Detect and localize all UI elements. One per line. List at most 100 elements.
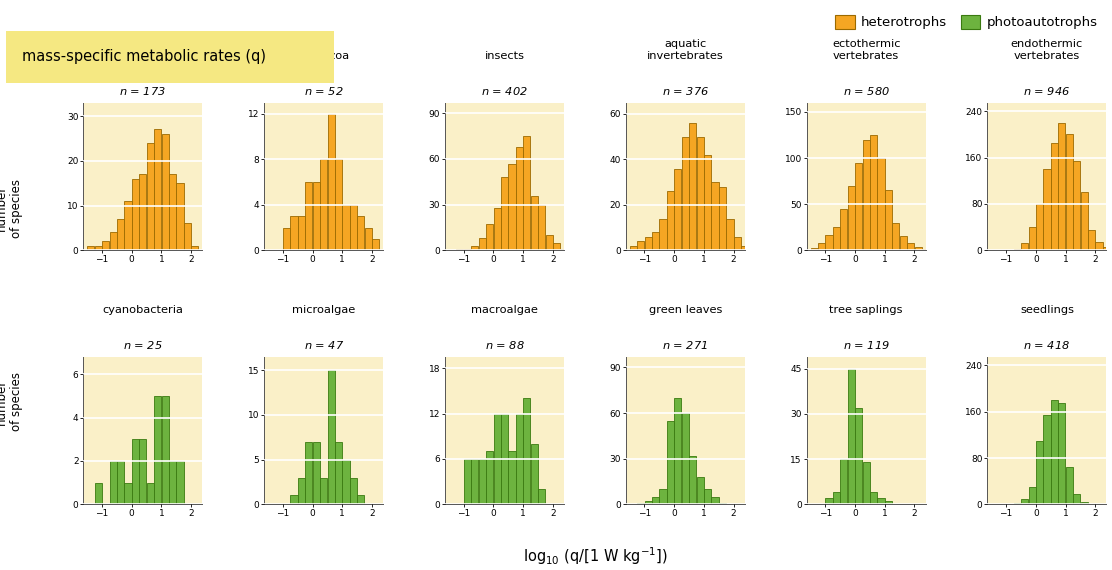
Bar [530, 196, 538, 250]
Bar [125, 201, 131, 250]
Bar [825, 235, 833, 250]
Text: $n$ = 52: $n$ = 52 [304, 85, 344, 97]
Bar [742, 246, 748, 250]
Bar [357, 495, 365, 504]
Bar [885, 190, 892, 250]
Text: $n$ = 47: $n$ = 47 [304, 339, 344, 351]
Text: $n$ = 946: $n$ = 946 [1023, 85, 1071, 97]
Bar [870, 492, 877, 504]
Bar [841, 209, 847, 250]
Text: $n$ = 580: $n$ = 580 [843, 85, 890, 97]
Text: ectothermic
vertebrates: ectothermic vertebrates [832, 39, 901, 61]
Bar [508, 164, 516, 250]
Bar [1081, 502, 1088, 504]
Bar [689, 123, 696, 250]
Bar [524, 136, 530, 250]
Bar [357, 216, 365, 250]
Bar [726, 218, 734, 250]
Bar [1103, 247, 1110, 250]
Bar [335, 442, 342, 504]
Legend: heterotrophs, photoautotrophs: heterotrophs, photoautotrophs [830, 10, 1103, 35]
Bar [1081, 193, 1088, 250]
Bar [161, 134, 169, 250]
Bar [546, 235, 553, 250]
Bar [1073, 494, 1080, 504]
Bar [95, 246, 102, 250]
Bar [87, 246, 95, 250]
Text: aquatic
invertebrates: aquatic invertebrates [647, 39, 724, 61]
Text: log$_{10}$ (q/[1 W kg$^{-1}$]): log$_{10}$ (q/[1 W kg$^{-1}$]) [523, 545, 667, 567]
Bar [712, 182, 718, 250]
Bar [863, 140, 870, 250]
Bar [1065, 467, 1073, 504]
Bar [560, 249, 567, 250]
Bar [1095, 242, 1103, 250]
Bar [907, 243, 914, 250]
Bar [1036, 204, 1043, 250]
Bar [282, 227, 290, 250]
Bar [674, 169, 682, 250]
Bar [183, 223, 191, 250]
Bar [553, 243, 560, 250]
Text: insects: insects [485, 51, 525, 61]
Bar [1051, 400, 1058, 504]
Bar [847, 369, 855, 504]
Bar [155, 129, 161, 250]
Bar [1065, 135, 1073, 250]
Bar [811, 247, 817, 250]
Bar [530, 444, 538, 504]
Bar [494, 207, 500, 250]
Text: $n$ = 25: $n$ = 25 [123, 339, 162, 351]
Bar [312, 442, 320, 504]
Bar [342, 459, 349, 504]
Bar [1014, 503, 1021, 504]
Bar [290, 216, 298, 250]
Bar [719, 503, 726, 504]
Text: endothermic
vertebrates: endothermic vertebrates [1011, 39, 1083, 61]
Bar [169, 174, 176, 250]
Bar [478, 238, 486, 250]
Bar [328, 114, 335, 250]
Text: $n$ = 88: $n$ = 88 [485, 339, 525, 351]
Bar [696, 477, 704, 504]
Text: prokaryotes: prokaryotes [109, 51, 177, 61]
Bar [320, 478, 327, 504]
Text: mass-specific metabolic rates (q): mass-specific metabolic rates (q) [22, 50, 266, 64]
Bar [704, 155, 712, 250]
Bar [306, 442, 312, 504]
Bar [637, 241, 644, 250]
Bar [464, 249, 470, 250]
Bar [855, 408, 862, 504]
Bar [191, 246, 199, 250]
Bar [1043, 169, 1051, 250]
Bar [659, 489, 666, 504]
Bar [1021, 243, 1029, 250]
Bar [833, 492, 840, 504]
Bar [915, 247, 922, 250]
Bar [161, 396, 169, 504]
Bar [863, 462, 870, 504]
Bar [342, 205, 349, 250]
Bar [825, 498, 833, 504]
Bar [637, 503, 644, 504]
Bar [155, 396, 161, 504]
Bar [177, 183, 183, 250]
Bar [298, 216, 305, 250]
Bar [696, 137, 704, 250]
Bar [855, 162, 862, 250]
Text: $n$ = 173: $n$ = 173 [119, 85, 167, 97]
Bar [328, 370, 335, 504]
Bar [667, 421, 674, 504]
Bar [667, 192, 674, 250]
Bar [877, 158, 884, 250]
Bar [500, 177, 508, 250]
Bar [1043, 414, 1051, 504]
Bar [125, 483, 131, 504]
Bar [892, 223, 900, 250]
Bar [169, 461, 176, 504]
Bar [177, 461, 183, 504]
Bar [652, 497, 659, 504]
Bar [110, 461, 117, 504]
Bar [132, 179, 139, 250]
Bar [464, 459, 470, 504]
